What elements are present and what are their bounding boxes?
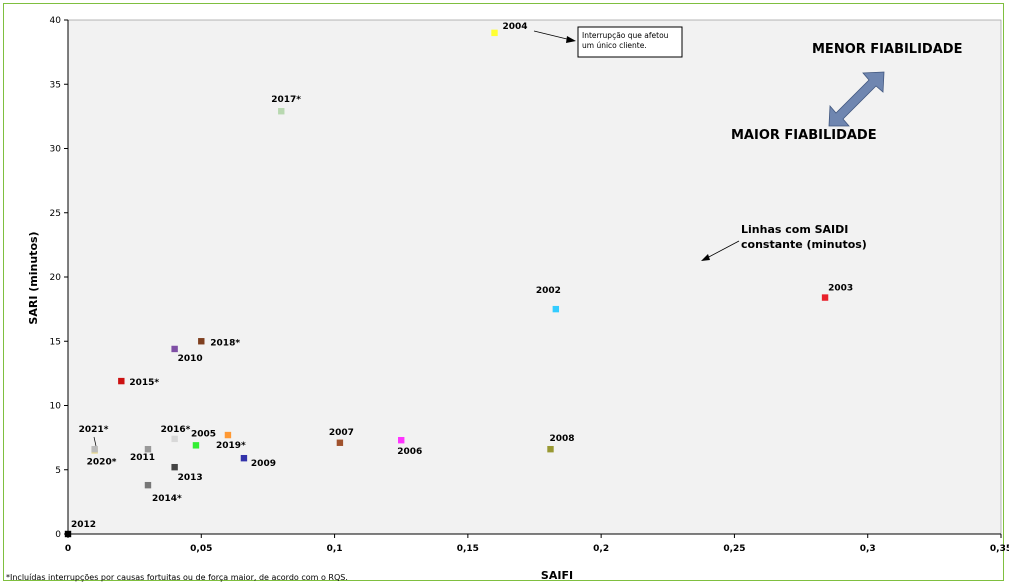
point-marker bbox=[171, 463, 178, 471]
point-label: 2018* bbox=[210, 338, 240, 348]
y-tick-label: 30 bbox=[50, 145, 62, 155]
point-marker bbox=[336, 439, 344, 446]
x-tick-label: 0,1 bbox=[327, 544, 343, 554]
y-tick-label: 40 bbox=[50, 16, 62, 26]
point-label: 2011 bbox=[130, 453, 155, 463]
point-marker bbox=[198, 338, 205, 345]
point-label: 2012 bbox=[71, 520, 96, 530]
point-marker bbox=[278, 108, 285, 115]
saidi-curve bbox=[1001, 0, 1009, 20]
saidi-curve bbox=[1001, 0, 1009, 20]
point-marker bbox=[398, 436, 405, 444]
saidi-curves: 0,250,512345 bbox=[219, 0, 1009, 20]
x-tick-label: 0,25 bbox=[723, 544, 745, 554]
note-2004-box: Interrupção que afetou um único cliente. bbox=[577, 26, 683, 58]
y-tick-label: 5 bbox=[55, 466, 61, 476]
x-tick-label: 0,15 bbox=[457, 544, 479, 554]
point-label: 2017* bbox=[271, 95, 301, 105]
point-label: 2019* bbox=[216, 441, 246, 451]
x-tick-label: 0,05 bbox=[190, 544, 212, 554]
note-2004-line-2: um único cliente. bbox=[582, 41, 647, 50]
label-2021-leader bbox=[93, 436, 97, 447]
point-label: 2006 bbox=[397, 447, 422, 457]
saidi-curve bbox=[1001, 0, 1009, 20]
point-label: 2014* bbox=[152, 494, 182, 504]
axes: 0 0,05 0,1 0,15 0,2 0,25 0,3 0,35 0 5 10 15 20 25 30 35… bbox=[50, 16, 1009, 554]
point-label: 2015* bbox=[129, 378, 159, 388]
x-tick-label: 0,35 bbox=[990, 544, 1009, 554]
point-label: 2004 bbox=[503, 22, 528, 32]
point-marker bbox=[118, 377, 125, 385]
point-marker bbox=[144, 445, 152, 453]
point-marker bbox=[552, 305, 560, 313]
point-marker bbox=[192, 442, 200, 449]
saidi-curve bbox=[1001, 0, 1009, 20]
y-tick-label: 20 bbox=[50, 273, 62, 283]
x-axis-title: SAIFI bbox=[541, 569, 573, 582]
x-tick-label: 0,2 bbox=[593, 544, 609, 554]
curves-note-line-1: Linhas com SAIDI bbox=[741, 223, 848, 236]
point-label: 2002 bbox=[536, 286, 561, 296]
point-marker bbox=[144, 481, 152, 489]
y-tick-label: 25 bbox=[50, 209, 61, 219]
note-2004-arrow-icon bbox=[533, 30, 576, 43]
point-marker bbox=[491, 29, 498, 37]
saidi-curve bbox=[1001, 0, 1009, 20]
point-label: 2016* bbox=[161, 425, 191, 435]
x-tick-label: 0,3 bbox=[860, 544, 876, 554]
data-points: 2002 2003 2004 2005 2006 2007 2008 2009 2010 2011… bbox=[64, 22, 853, 538]
point-label: 2003 bbox=[828, 284, 853, 294]
point-label: 2010 bbox=[178, 354, 203, 364]
y-axis-title: SARI (minutos) bbox=[27, 231, 40, 324]
point-label: 2021* bbox=[79, 425, 109, 435]
point-marker bbox=[821, 294, 829, 301]
point-label: 2009 bbox=[251, 459, 276, 469]
point-label: 2007 bbox=[329, 428, 354, 438]
point-marker bbox=[547, 445, 554, 453]
y-tick-label: 0 bbox=[55, 530, 61, 540]
curves-note-line-2: constante (minutos) bbox=[741, 238, 867, 251]
saidi-curve bbox=[1001, 0, 1009, 20]
more-reliable-label: MAIOR FIABILIDADE bbox=[731, 128, 877, 143]
y-tick-label: 10 bbox=[50, 402, 62, 412]
note-2004-line-1: Interrupção que afetou bbox=[582, 31, 669, 40]
point-marker bbox=[240, 454, 248, 462]
reliability-double-arrow-icon bbox=[828, 71, 885, 127]
y-tick-label: 15 bbox=[50, 337, 61, 347]
point-label: 2020* bbox=[87, 457, 117, 467]
less-reliable-label: MENOR FIABILIDADE bbox=[812, 42, 962, 57]
point-marker bbox=[171, 435, 178, 443]
x-tick-label: 0 bbox=[65, 544, 71, 554]
point-label: 2013 bbox=[178, 473, 203, 483]
point-label: 2008 bbox=[549, 434, 574, 444]
point-label: 2005 bbox=[191, 429, 216, 439]
y-tick-label: 35 bbox=[50, 80, 61, 90]
saidi-curve bbox=[1001, 0, 1009, 20]
point-marker bbox=[171, 345, 178, 353]
point-marker bbox=[224, 431, 232, 439]
point-marker bbox=[91, 445, 98, 453]
footnote: *Incluídas interrupções por causas fortu… bbox=[6, 573, 348, 582]
curves-note-arrow-icon bbox=[701, 240, 740, 261]
point-marker bbox=[64, 530, 72, 538]
